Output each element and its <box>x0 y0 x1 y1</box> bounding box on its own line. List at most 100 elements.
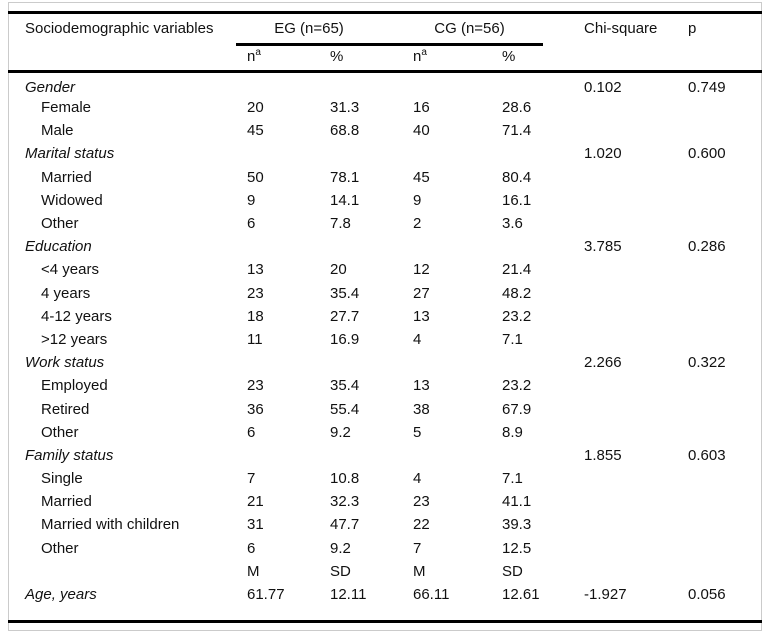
data-row: <4 years 13 20 12 21.4 <box>8 258 763 281</box>
eg-n-value: 31 <box>247 516 264 534</box>
empty-cell <box>584 43 688 70</box>
header-rule <box>8 70 762 73</box>
data-row: Other 6 9.2 7 12.5 <box>8 537 763 560</box>
cg-n-value: 16 <box>413 99 430 117</box>
eg-pct-value: 31.3 <box>330 99 360 117</box>
empty-cell <box>413 142 502 165</box>
cg-n-value: 13 <box>413 377 430 395</box>
empty-cell <box>247 351 330 374</box>
chi-square-header: Chi-square <box>584 19 658 37</box>
eg-n-value: 20 <box>247 99 264 117</box>
row-label: Widowed <box>41 191 103 209</box>
eg-n-value: 11 <box>247 330 263 348</box>
chi-square-value: 1.020 <box>584 145 622 163</box>
eg-n-value: 9 <box>247 191 256 209</box>
eg-sd-header: SD <box>330 562 351 580</box>
data-row: Employed 23 35.4 13 23.2 <box>8 374 763 397</box>
empty-cell <box>584 282 688 305</box>
section-label: Gender <box>25 79 76 96</box>
cg-n-value: 7 <box>413 539 422 557</box>
cg-pct-value: 23.2 <box>502 307 532 325</box>
eg-n-value: 23 <box>247 284 264 302</box>
empty-cell <box>688 467 763 490</box>
section-row: Work status 2.266 0.322 <box>8 351 763 374</box>
empty-cell <box>8 560 247 583</box>
cg-n-value: 9 <box>413 191 422 209</box>
cg-pct-value: 39.3 <box>502 516 532 534</box>
eg-pct-value: 68.8 <box>330 122 360 140</box>
eg-pct-value: 9.2 <box>330 539 351 557</box>
cg-age-sd: 12.61 <box>502 586 540 604</box>
data-row: Male 45 68.8 40 71.4 <box>8 119 763 142</box>
cg-pct-value: 23.2 <box>502 377 532 395</box>
cg-pct-value: 21.4 <box>502 261 532 279</box>
eg-n-header: na <box>247 43 330 70</box>
eg-m-header: M <box>247 562 260 580</box>
empty-cell <box>584 189 688 212</box>
eg-pct-value: 47.7 <box>330 516 360 534</box>
section-label: Family status <box>25 446 114 464</box>
empty-cell <box>688 421 763 444</box>
section-label: Education <box>25 238 92 256</box>
row-label: 4 years <box>41 284 91 302</box>
n-label: n <box>247 48 256 65</box>
eg-pct-header: % <box>330 48 344 65</box>
top-rule <box>8 11 762 14</box>
empty-cell <box>688 166 763 189</box>
empty-cell <box>584 421 688 444</box>
cg-n-value: 38 <box>413 400 430 418</box>
data-row: 4-12 years 18 27.7 13 23.2 <box>8 305 763 328</box>
empty-cell <box>502 444 584 467</box>
empty-cell <box>688 537 763 560</box>
empty-cell <box>584 397 688 420</box>
empty-cell <box>688 513 763 536</box>
empty-cell <box>413 444 502 467</box>
section-row: Marital status 1.020 0.600 <box>8 142 763 165</box>
empty-cell <box>688 397 763 420</box>
empty-cell <box>688 282 763 305</box>
empty-cell <box>502 235 584 258</box>
cg-pct-value: 12.5 <box>502 539 532 557</box>
eg-pct-value: 35.4 <box>330 284 360 302</box>
eg-group-header: EG (n=65) <box>274 19 344 37</box>
chi-square-value: 2.266 <box>584 354 622 372</box>
cg-n-value: 23 <box>413 493 430 511</box>
row-label: Other <box>41 539 79 557</box>
cg-group-header: CG (n=56) <box>434 19 505 37</box>
eg-pct-value: 27.7 <box>330 307 360 325</box>
section-label: Marital status <box>25 145 115 163</box>
sociodemographic-table: Sociodemographic variables EG (n=65) CG … <box>8 13 763 606</box>
data-row: Female 20 31.3 16 28.6 <box>8 96 763 119</box>
sub-header-row: na % na % <box>8 43 763 70</box>
eg-pct-value: 10.8 <box>330 470 360 488</box>
cg-pct-header: % <box>502 48 516 65</box>
cg-pct-value: 71.4 <box>502 122 532 140</box>
cg-n-value: 13 <box>413 307 430 325</box>
row-label: Married <box>41 493 92 511</box>
empty-cell <box>584 513 688 536</box>
cg-n-value: 2 <box>413 215 422 233</box>
age-p-value: 0.056 <box>688 586 726 604</box>
cg-n-value: 4 <box>413 470 422 488</box>
empty-cell <box>584 467 688 490</box>
eg-n-value: 23 <box>247 377 264 395</box>
empty-cell <box>584 166 688 189</box>
variables-header: Sociodemographic variables <box>25 19 214 37</box>
row-label: Married <box>41 168 92 186</box>
cg-pct-value: 3.6 <box>502 215 523 233</box>
eg-n-value: 18 <box>247 307 264 325</box>
empty-cell <box>8 43 247 70</box>
n-label: n <box>413 48 422 65</box>
n-footnote-marker: a <box>421 47 427 58</box>
empty-cell <box>330 142 413 165</box>
cg-n-value: 45 <box>413 168 430 186</box>
empty-cell <box>688 305 763 328</box>
empty-cell <box>584 560 688 583</box>
eg-n-value: 21 <box>247 493 264 511</box>
cg-n-value: 22 <box>413 516 430 534</box>
eg-pct-value: 55.4 <box>330 400 360 418</box>
cg-m-header: M <box>413 562 426 580</box>
empty-cell <box>584 212 688 235</box>
empty-cell <box>247 70 330 96</box>
row-label: Married with children <box>41 516 180 534</box>
